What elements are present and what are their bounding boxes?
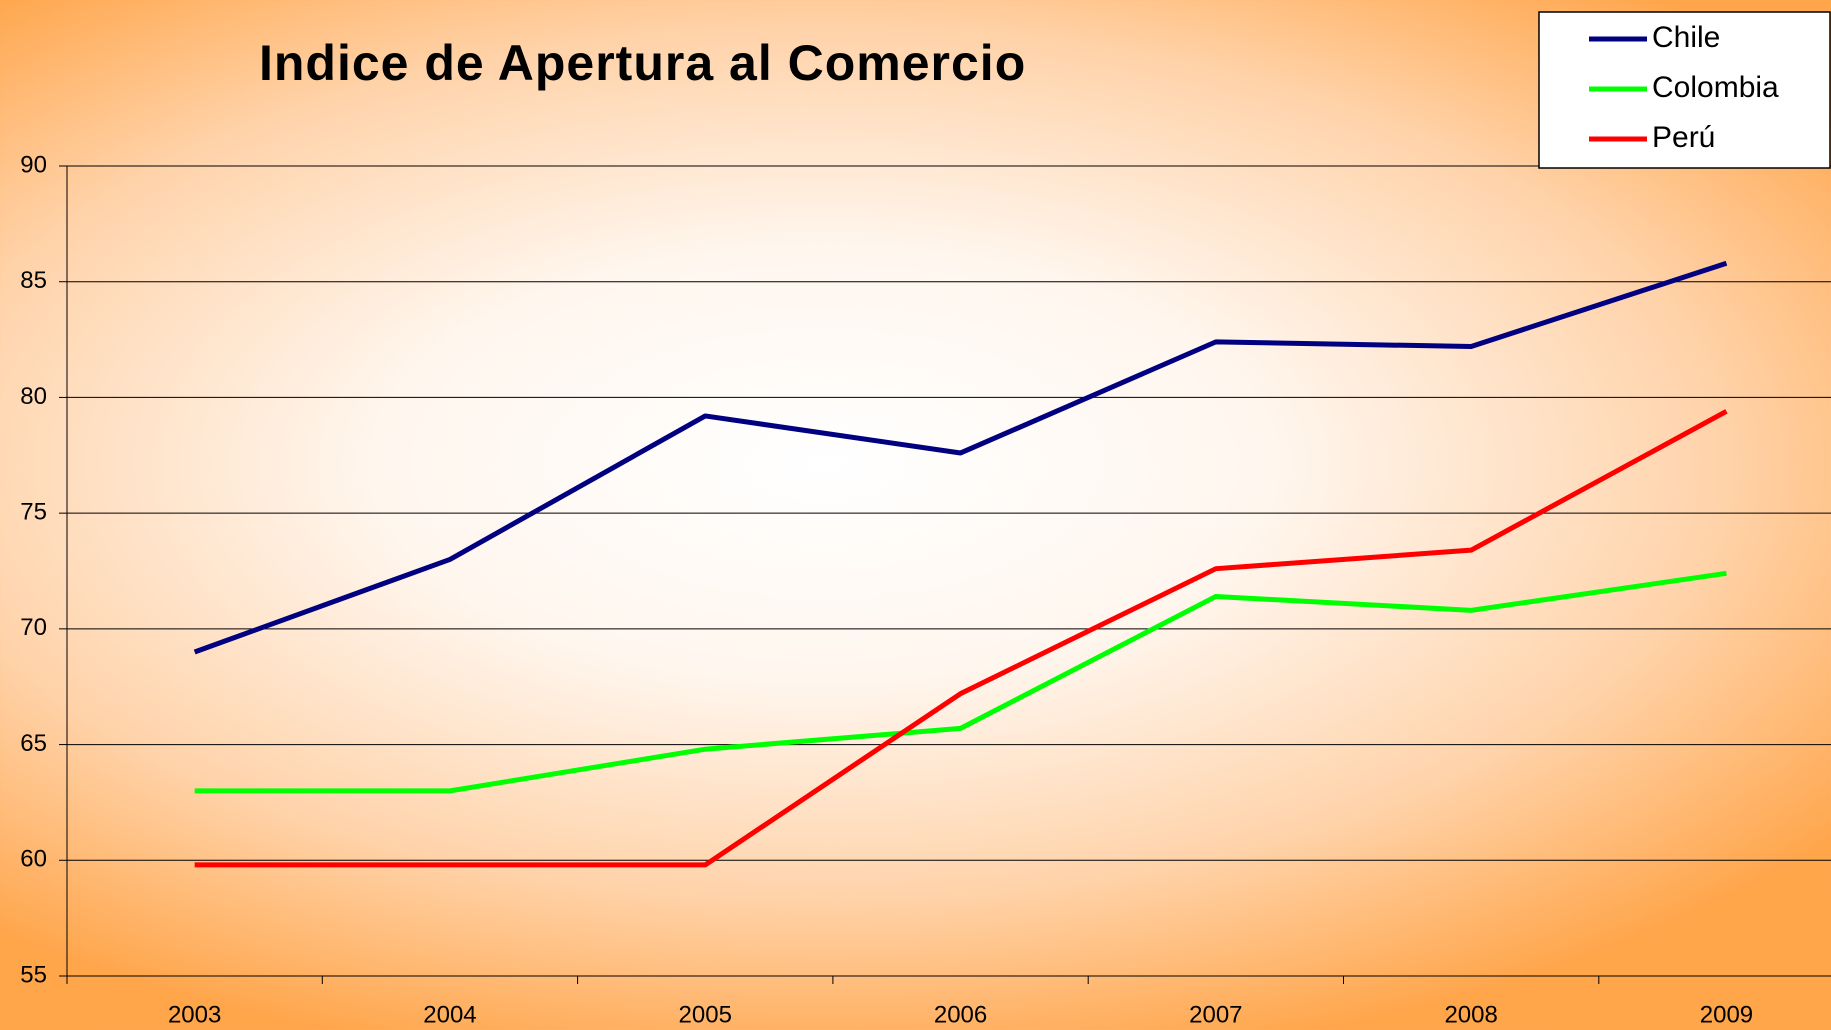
y-tick-label: 55: [20, 961, 47, 988]
y-tick-label: 70: [20, 614, 47, 641]
y-tick-label: 60: [20, 846, 47, 873]
x-tick-label: 2003: [168, 1001, 221, 1028]
x-tick-label: 2009: [1700, 1001, 1753, 1028]
y-tick-label: 65: [20, 730, 47, 757]
series-line: [193, 260, 1728, 655]
legend: Chile Colombia Perú: [1538, 11, 1831, 169]
legend-label: Chile: [1652, 21, 1720, 54]
chart-title: Indice de Apertura al Comercio: [259, 35, 1026, 91]
x-tick-label: 2005: [679, 1001, 732, 1028]
plot-area: [67, 166, 1831, 976]
y-tick-label: 75: [20, 498, 47, 525]
y-tick-label: 90: [20, 151, 47, 178]
y-tick-label: 80: [20, 383, 47, 410]
x-tick-label: 2007: [1189, 1001, 1242, 1028]
series-line: [194, 409, 1728, 868]
y-tick-label: 85: [20, 267, 47, 294]
x-tick-label: 2006: [934, 1001, 987, 1028]
series-line: [194, 570, 1727, 794]
legend-label: Colombia: [1652, 71, 1779, 104]
x-tick-label: 2004: [423, 1001, 476, 1028]
legend-box: [1538, 11, 1831, 169]
x-tick-label: 2008: [1444, 1001, 1497, 1028]
legend-label: Perú: [1652, 121, 1715, 154]
